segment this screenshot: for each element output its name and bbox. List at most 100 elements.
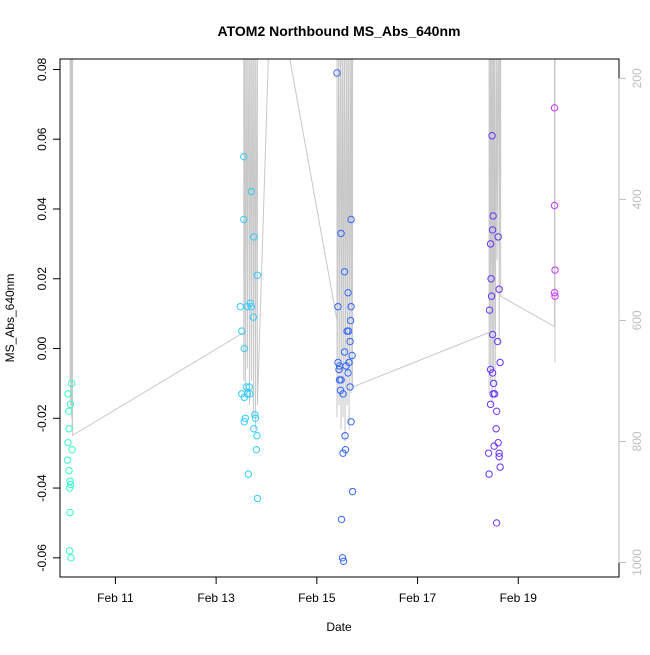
data-point (246, 390, 254, 398)
data-point (66, 400, 75, 409)
x-axis-label: Date (326, 620, 352, 634)
data-point (339, 557, 348, 566)
data-point (492, 407, 501, 416)
background-series-line (69, 59, 556, 442)
data-point (486, 240, 495, 248)
data-point (65, 425, 73, 433)
data-point (253, 432, 261, 440)
data-point (494, 439, 502, 447)
data-point (66, 480, 75, 489)
data-point (250, 425, 258, 433)
data-point (489, 212, 497, 220)
x-tick-label: Feb 17 (399, 591, 437, 605)
data-point (488, 369, 497, 377)
data-point (65, 466, 73, 475)
data-point (238, 327, 246, 335)
x-axis: Feb 11 Feb 13 Feb 15 Feb 17 Feb 19 (97, 576, 538, 605)
data-point (340, 268, 349, 276)
data-point (249, 313, 258, 321)
data-point (339, 390, 347, 398)
x-tick-label: Feb 11 (97, 591, 134, 605)
data-point (488, 330, 497, 339)
y-tick-label: 0.02 (35, 267, 49, 291)
data-point (252, 445, 261, 454)
data-point (64, 407, 73, 416)
data-point (490, 442, 498, 450)
x-tick-label: Feb 19 (500, 591, 538, 605)
data-point (335, 365, 343, 374)
data-point (64, 390, 72, 398)
data-point (488, 226, 497, 234)
data-point (240, 344, 249, 353)
data-point (251, 411, 259, 419)
data-point (551, 292, 559, 300)
data-point (495, 449, 503, 457)
data-point (347, 215, 355, 224)
right-y-tick-label: 1000 (630, 549, 644, 576)
data-point (346, 316, 355, 325)
data-point (492, 519, 501, 527)
data-point (337, 515, 346, 524)
data-point (66, 477, 74, 485)
right-y-tick-label: 400 (630, 189, 644, 209)
data-point (348, 351, 356, 360)
data-point (67, 379, 76, 388)
right-y-axis: 200 400 600 800 1000 (618, 68, 644, 576)
data-point (334, 302, 342, 311)
data-point (347, 302, 355, 311)
data-point (494, 233, 502, 241)
data-point (250, 233, 258, 241)
y-tick-label: 0.00 (35, 337, 49, 361)
data-point (339, 449, 347, 457)
data-point (344, 369, 352, 377)
data-point (495, 285, 503, 293)
background-line-layer (69, 59, 556, 442)
data-point (484, 449, 493, 457)
data-point (236, 302, 244, 311)
data-point (333, 69, 341, 77)
data-point (246, 299, 255, 307)
points-layer (63, 69, 559, 566)
data-point (247, 302, 256, 311)
data-point (63, 456, 72, 464)
y-tick-label: 0.06 (35, 127, 49, 151)
data-point (550, 289, 559, 297)
data-point (340, 348, 349, 356)
data-point (241, 414, 250, 422)
data-point (344, 327, 353, 335)
data-point (496, 358, 504, 367)
y-tick-label: 0.08 (35, 57, 49, 81)
chart-title: ATOM2 Northbound MS_Abs_640nm (218, 23, 461, 39)
y-tick-label: -0.06 (35, 544, 49, 572)
data-point (65, 547, 74, 555)
data-point (253, 271, 262, 279)
data-point (247, 187, 256, 196)
data-point (245, 383, 254, 391)
data-point (66, 508, 74, 517)
y-tick-label: 0.04 (35, 197, 49, 221)
data-point (338, 554, 347, 562)
data-point (345, 358, 353, 367)
data-point (490, 390, 499, 398)
data-point (492, 425, 500, 433)
data-point (495, 452, 503, 461)
data-point (251, 414, 260, 422)
data-point (348, 487, 357, 496)
y-tick-label: -0.04 (35, 474, 49, 502)
y-axis-label: MS_Abs_640nm (3, 274, 17, 363)
data-point (240, 418, 249, 426)
right-y-tick-label: 800 (630, 431, 644, 451)
data-point (487, 292, 496, 300)
data-point (487, 275, 495, 283)
data-point (550, 201, 559, 210)
data-point (337, 376, 345, 384)
data-point (65, 484, 74, 492)
data-point (240, 215, 248, 224)
data-point (489, 379, 498, 388)
data-point (337, 229, 345, 238)
data-point (67, 554, 75, 562)
data-point (341, 432, 349, 440)
data-point (488, 132, 496, 140)
